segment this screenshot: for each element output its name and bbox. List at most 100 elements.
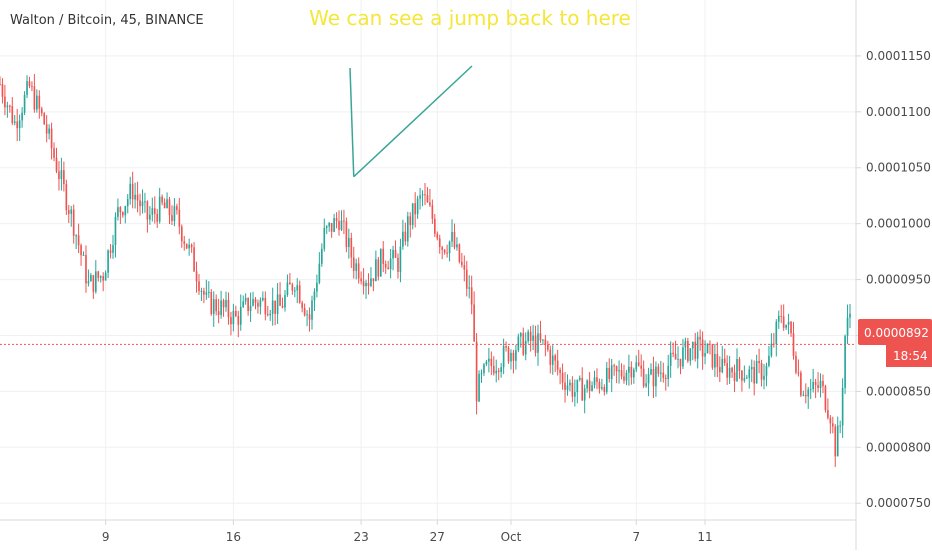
- candle: [615, 365, 618, 384]
- candle-body: [711, 344, 714, 368]
- candle: [126, 193, 129, 214]
- candle: [151, 197, 154, 222]
- candle-body: [569, 382, 571, 386]
- candle-body: [588, 380, 591, 391]
- candle-body: [316, 282, 318, 292]
- candle: [6, 101, 9, 118]
- candle: [738, 356, 741, 379]
- candle: [586, 379, 588, 393]
- candle-body: [512, 352, 515, 361]
- candle-body: [637, 362, 640, 366]
- candle: [355, 258, 358, 280]
- candle-body: [436, 233, 439, 239]
- symbol-title: Walton / Bitcoin, 45, BINANCE: [10, 13, 204, 28]
- candle: [176, 203, 178, 215]
- candle: [517, 333, 520, 353]
- candle-body: [397, 257, 399, 272]
- candle-body: [171, 215, 173, 221]
- countdown-label: 18:54: [893, 349, 928, 363]
- candle-body: [355, 263, 358, 271]
- candle-body: [647, 374, 650, 384]
- candle-body: [161, 196, 163, 203]
- candle: [188, 238, 190, 256]
- candle-body: [787, 321, 790, 325]
- candle: [706, 343, 709, 354]
- candle: [318, 252, 321, 285]
- candle-body: [117, 207, 119, 217]
- candle: [382, 241, 385, 273]
- candle-body: [524, 340, 527, 355]
- candle: [217, 298, 220, 324]
- candle-body: [180, 226, 183, 242]
- candle-body: [259, 300, 262, 307]
- candle-body: [411, 203, 414, 226]
- candle: [340, 210, 343, 232]
- candle: [8, 104, 11, 113]
- candle-body: [264, 297, 267, 315]
- candle-body: [682, 347, 684, 367]
- candle: [26, 75, 28, 99]
- candle-body: [210, 291, 213, 314]
- candle-body: [188, 244, 190, 249]
- candle-body: [429, 202, 431, 206]
- price-axis[interactable]: 0.0001150 0.0001100 0.0001050 0.0001000 0.00…: [856, 49, 931, 510]
- candle: [782, 304, 785, 331]
- candle-body: [628, 366, 630, 373]
- candle: [544, 334, 547, 357]
- candle-body: [522, 333, 525, 355]
- candle-body: [534, 335, 537, 353]
- candle: [0, 76, 1, 86]
- current-price-tag-bg: [858, 319, 932, 345]
- candle: [448, 240, 451, 262]
- candle-body: [0, 83, 1, 85]
- time-axis[interactable]: 9 16 23 27 Oct 7 11: [102, 520, 713, 544]
- candle-body: [846, 317, 849, 336]
- candle-body: [168, 199, 171, 216]
- candle: [438, 234, 441, 254]
- candle-body: [544, 339, 547, 345]
- candle-body: [841, 387, 844, 426]
- candle: [507, 346, 510, 364]
- candle-body: [274, 300, 276, 314]
- candle-body: [608, 367, 611, 379]
- candle-body: [539, 333, 542, 341]
- candle: [431, 199, 434, 224]
- candle: [667, 354, 670, 387]
- candle: [682, 338, 684, 369]
- candles[interactable]: [0, 74, 851, 467]
- candle: [512, 349, 515, 374]
- candle: [109, 244, 112, 259]
- candle: [163, 198, 166, 209]
- candle-body: [8, 105, 11, 107]
- candle-body: [333, 218, 335, 232]
- candle-body: [60, 170, 63, 179]
- candle: [13, 114, 16, 126]
- candle-body: [90, 275, 92, 282]
- candle-body: [348, 237, 350, 248]
- candle: [723, 348, 726, 366]
- candle: [60, 157, 63, 191]
- candle-body: [716, 354, 719, 368]
- candle: [652, 356, 655, 398]
- arrow-right-stroke: [353, 65, 473, 178]
- candle-body: [753, 367, 756, 384]
- current-price-tag: 0.0000892: [858, 319, 932, 345]
- candle-body: [667, 365, 670, 380]
- candle-body: [795, 355, 797, 373]
- candle-body: [777, 315, 780, 322]
- candle: [819, 373, 822, 398]
- candle: [532, 324, 534, 351]
- candle: [227, 292, 230, 325]
- candle: [777, 310, 780, 329]
- candle-body: [586, 380, 588, 389]
- candle: [770, 333, 773, 358]
- candle: [178, 197, 181, 235]
- candle: [259, 297, 262, 315]
- candle: [763, 363, 765, 390]
- candle-body: [53, 148, 55, 158]
- candle: [210, 289, 213, 316]
- candle: [311, 295, 313, 330]
- candle-body: [458, 244, 461, 262]
